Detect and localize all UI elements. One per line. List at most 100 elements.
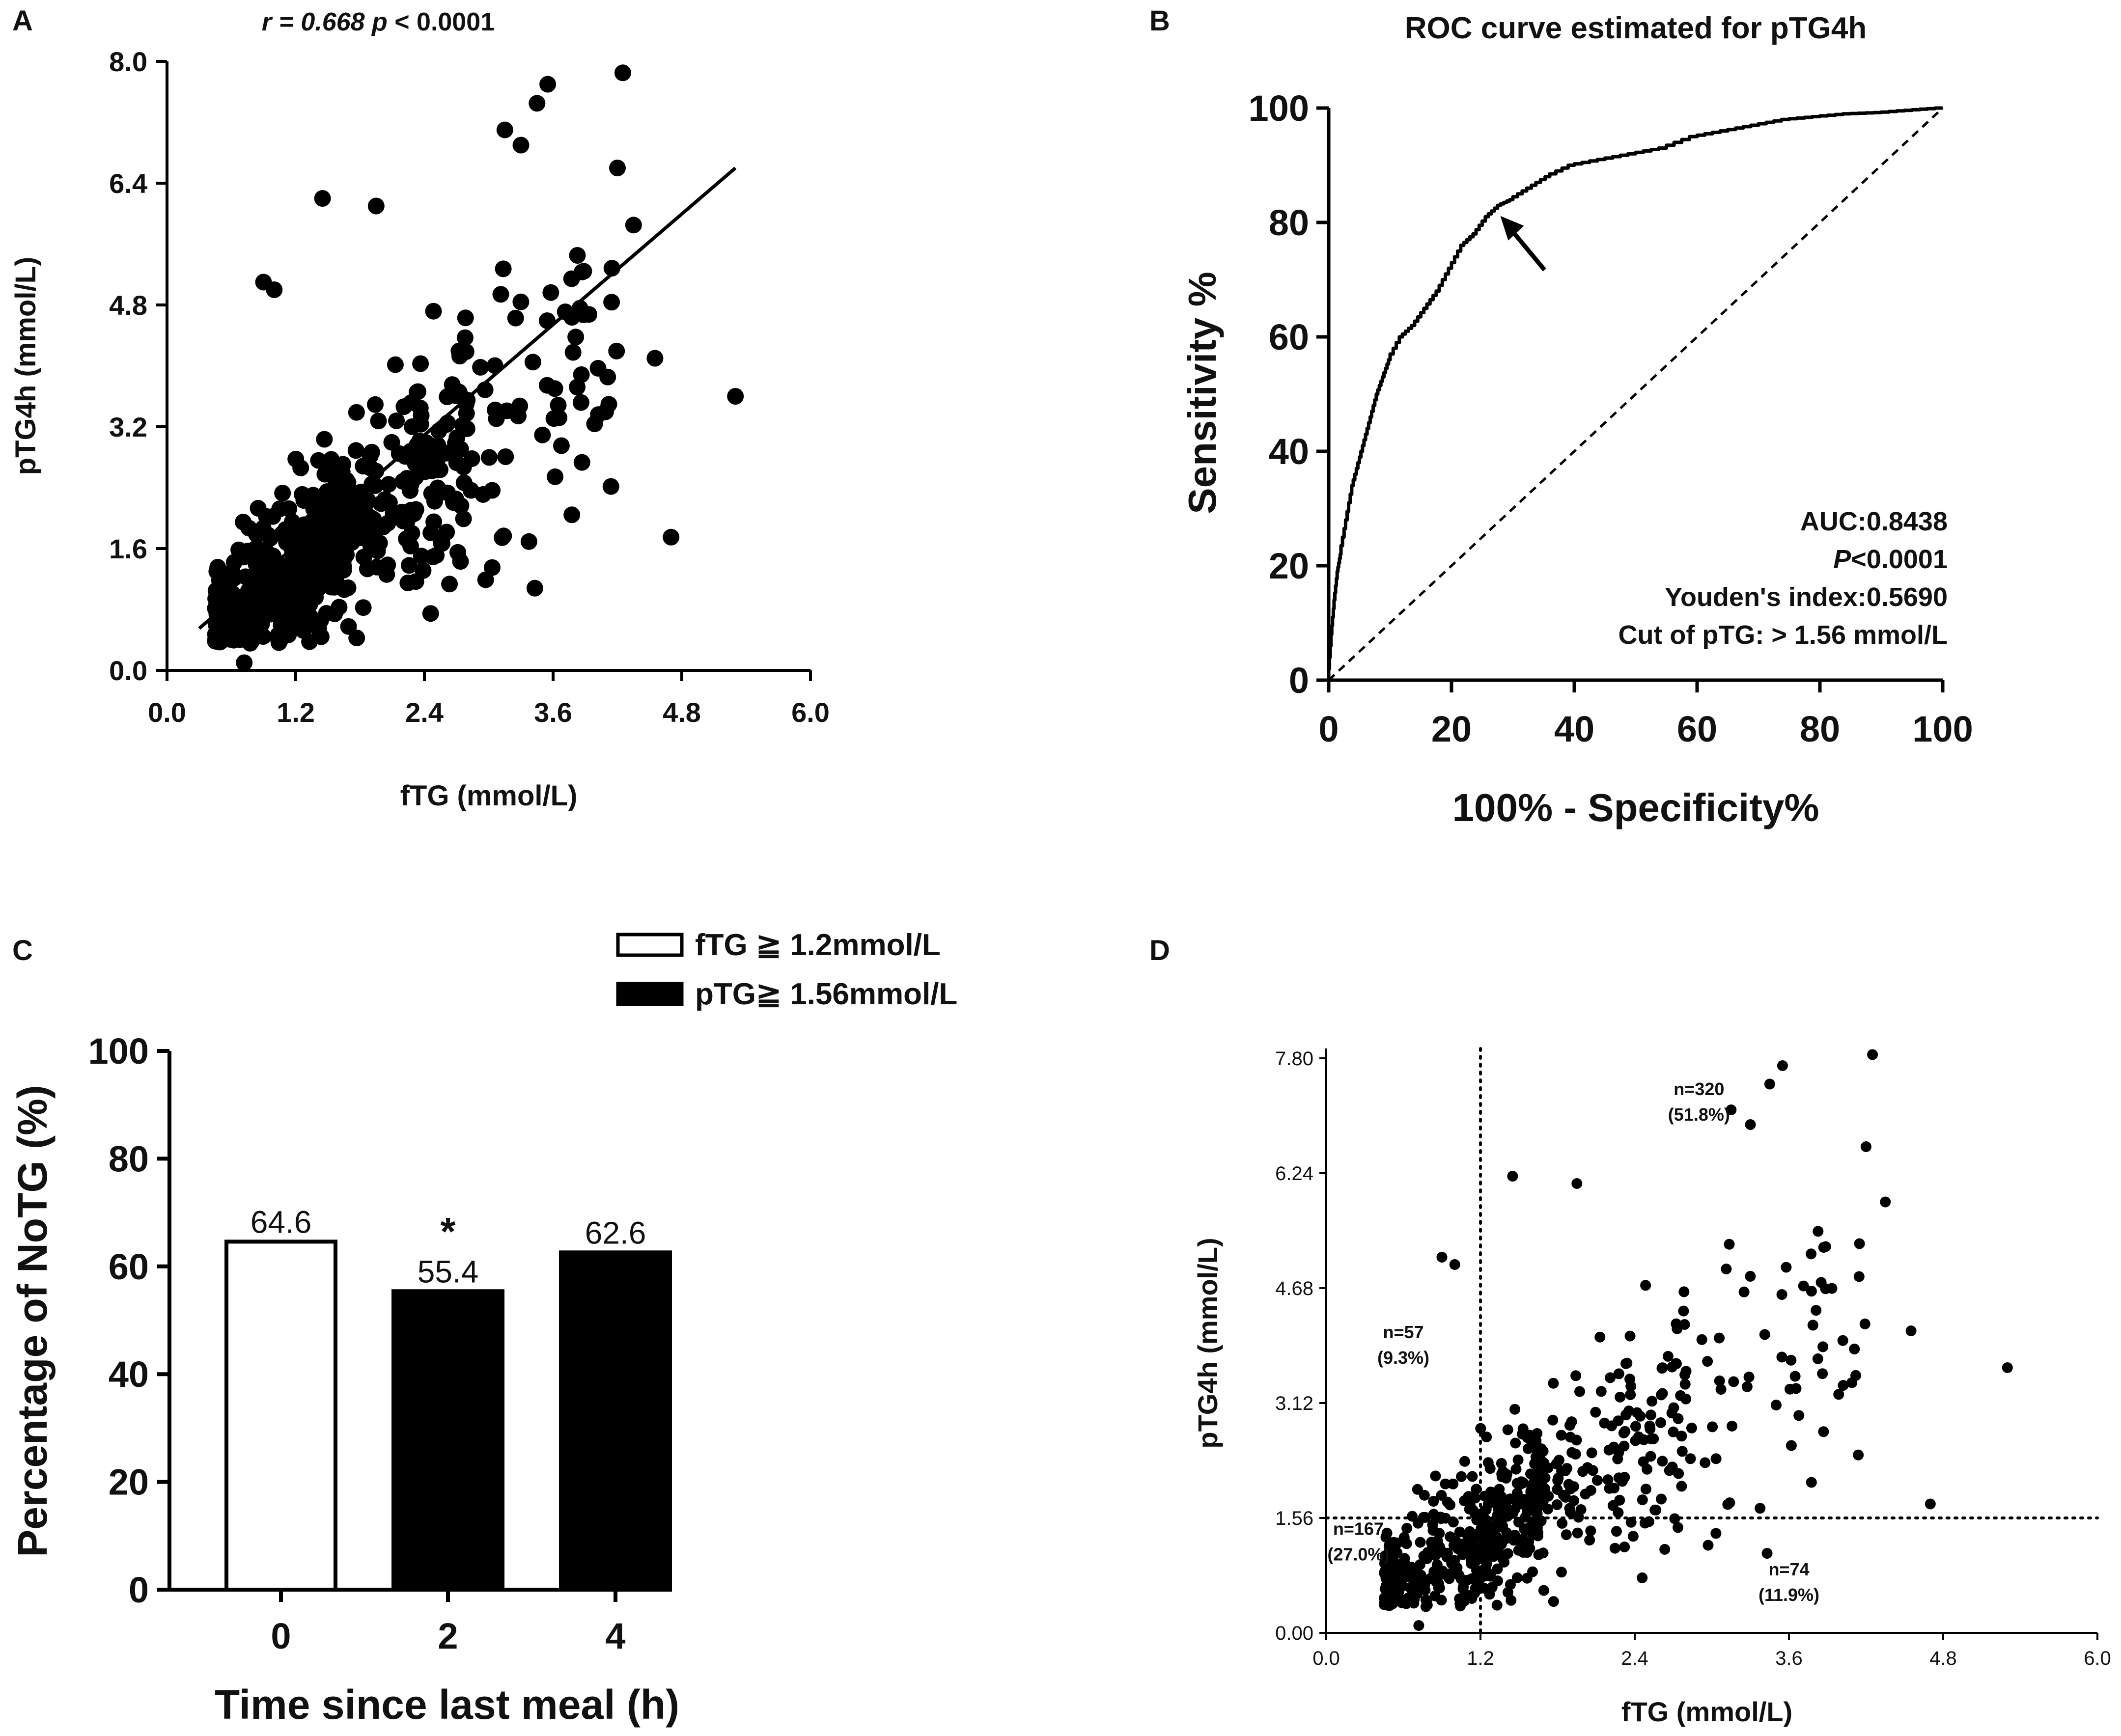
scatter-point (1925, 1498, 1936, 1510)
scatter-point (1565, 1432, 1576, 1443)
scatter-point (1812, 1353, 1823, 1364)
scatter-point (1547, 1414, 1559, 1426)
y-tick-label: 3.2 (109, 412, 147, 442)
scatter-point (1818, 1426, 1829, 1437)
scatter-point (328, 458, 345, 474)
y-tick-label: 20 (1269, 546, 1309, 586)
scatter-point (1438, 1567, 1449, 1578)
scatter-point (1806, 1286, 1817, 1297)
scatter-point (1696, 1334, 1707, 1345)
scatter-point (1556, 1430, 1567, 1441)
bar-value-label: 62.6 (585, 1215, 646, 1250)
scatter-point (477, 571, 494, 588)
panel-b-y-ticks: 0 20 40 60 80 100 (1249, 88, 1329, 701)
scatter-point (1659, 1543, 1671, 1555)
scatter-point (1509, 1530, 1520, 1541)
scatter-point (1786, 1354, 1797, 1366)
scatter-point (413, 548, 430, 565)
y-tick-label: 100 (88, 1031, 149, 1072)
panel-d-quadrant-scatter: n=320 (51.8%) n=57 (9.3%) n=167 (27.0%) n=74 (1… (1192, 1047, 2111, 1727)
scatter-point (404, 418, 421, 435)
scatter-point (1499, 1557, 1510, 1568)
y-tick-label: 80 (109, 1138, 149, 1179)
scatter-point (367, 197, 385, 215)
scatter-point (1680, 1366, 1692, 1377)
panel-a-regression-line (198, 166, 737, 630)
scatter-point (1442, 1496, 1453, 1508)
scatter-point (1509, 1404, 1520, 1415)
scatter-point (409, 384, 425, 401)
scatter-point (472, 358, 489, 376)
scatter-point (274, 485, 291, 502)
scatter-point (1627, 1531, 1639, 1542)
scatter-point (1663, 1350, 1674, 1362)
quadrant-count: n=320 (1674, 1079, 1724, 1099)
scatter-point (563, 506, 581, 524)
panel-b-cutoff-label: Cut of pTG: > 1.56 mmol/L (1618, 620, 1948, 650)
scatter-point (1388, 1582, 1399, 1594)
scatter-point (243, 633, 260, 650)
scatter-point (1678, 1286, 1690, 1297)
scatter-point (412, 355, 429, 372)
scatter-point (1486, 1537, 1498, 1548)
scatter-point (247, 550, 264, 567)
scatter-point (1806, 1477, 1817, 1488)
scatter-point (1572, 1527, 1583, 1539)
scatter-point (1524, 1543, 1535, 1554)
scatter-point (538, 377, 556, 394)
scatter-point (1448, 1478, 1459, 1489)
scatter-point (1486, 1524, 1497, 1535)
scatter-point (1761, 1548, 1773, 1559)
panel-d-y-ticks: 0.00 1.56 3.12 4.68 6.24 7.80 (1275, 1048, 1326, 1644)
scatter-point (1401, 1523, 1413, 1534)
scatter-point (1556, 1567, 1567, 1578)
panel-a-y-label: pTG4h (mmol/L) (10, 257, 42, 475)
scatter-point (1786, 1440, 1797, 1451)
scatter-point (1817, 1368, 1828, 1379)
scatter-point (1710, 1453, 1722, 1464)
scatter-point (1625, 1389, 1636, 1400)
scatter-point (287, 450, 305, 468)
legend-label-ftg: fTG ≧ 1.2mmol/L (695, 928, 941, 962)
scatter-point (1861, 1141, 1871, 1152)
scatter-point (256, 600, 274, 617)
scatter-point (567, 329, 585, 346)
scatter-point (1532, 1460, 1543, 1471)
scatter-point (399, 575, 417, 591)
scatter-point (492, 286, 509, 303)
scatter-point (1726, 1104, 1737, 1115)
panel-d-quadrant-labels: n=320 (51.8%) n=57 (9.3%) n=167 (27.0%) n=74 (1… (1327, 1079, 1819, 1605)
scatter-point (1676, 1481, 1687, 1492)
panel-b-auc-label: AUC:0.8438 (1800, 507, 1948, 536)
scatter-point (1383, 1548, 1394, 1560)
scatter-point (363, 475, 381, 493)
scatter-point (1450, 1563, 1461, 1574)
scatter-point (480, 449, 498, 466)
panel-b-p-label: P<0.0001 (1833, 545, 1948, 574)
scatter-point (1450, 1536, 1461, 1547)
scatter-point (1611, 1526, 1622, 1537)
scatter-point (1459, 1456, 1470, 1467)
scatter-point (1667, 1461, 1678, 1473)
scatter-point (1542, 1462, 1554, 1473)
scatter-point (310, 620, 327, 637)
scatter-point (361, 508, 378, 525)
scatter-point (259, 583, 276, 601)
scatter-point (1714, 1332, 1725, 1344)
scatter-point (1502, 1424, 1513, 1435)
bar (224, 1240, 337, 1592)
scatter-point (603, 294, 620, 311)
panel-a-points (207, 64, 744, 671)
scatter-point (1656, 1493, 1667, 1505)
scatter-point (1853, 1271, 1865, 1282)
scatter-point (310, 452, 327, 469)
scatter-point (1630, 1421, 1641, 1432)
panel-b-p-italic: P (1833, 545, 1851, 574)
scatter-point (283, 513, 301, 530)
scatter-point (1440, 1478, 1451, 1489)
scatter-point (589, 359, 607, 377)
scatter-point (1710, 1528, 1722, 1539)
scatter-point (1619, 1542, 1630, 1552)
scatter-point (1456, 1471, 1467, 1482)
scatter-point (1433, 1578, 1444, 1589)
